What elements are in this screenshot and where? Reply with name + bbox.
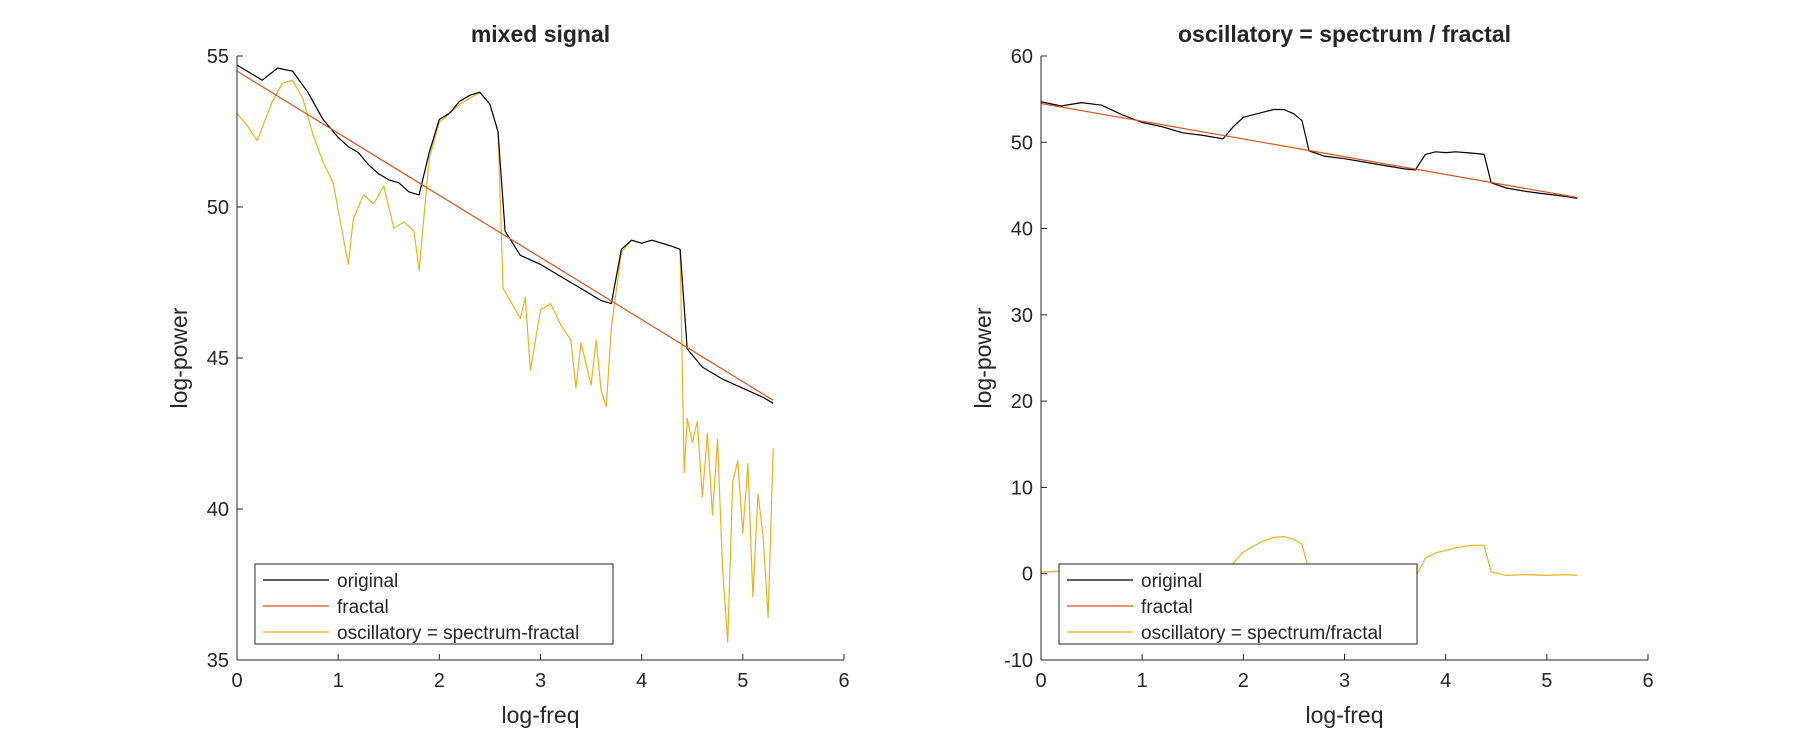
y-tick-label: 10 bbox=[1011, 477, 1033, 499]
y-tick-label: 45 bbox=[207, 348, 229, 370]
series-group bbox=[237, 64, 774, 643]
legend: original fractal oscillatory = spectrum/fr… bbox=[1058, 563, 1418, 645]
x-tick-label: 1 bbox=[1137, 670, 1148, 692]
y-tick-label: 30 bbox=[1011, 305, 1033, 327]
series-line-oscillatory-spectrum-fractal bbox=[237, 79, 774, 643]
y-tick-label: 40 bbox=[207, 499, 229, 521]
legend-label: fractal bbox=[1141, 597, 1193, 618]
legend-label: original bbox=[337, 571, 398, 592]
legend-box bbox=[1058, 563, 1418, 645]
x-tick-label: 0 bbox=[1035, 670, 1046, 692]
y-tick-label: 0 bbox=[1022, 564, 1033, 586]
x-tick-label: 6 bbox=[838, 670, 849, 692]
y-axis-label: log-power bbox=[166, 307, 192, 408]
y-tick-label: 35 bbox=[207, 650, 229, 672]
y-tick-label: 40 bbox=[1011, 219, 1033, 241]
x-tick-label: 2 bbox=[434, 670, 445, 692]
x-tick-label: 5 bbox=[737, 670, 748, 692]
x-tick-label: 1 bbox=[333, 670, 344, 692]
y-tick-label: 50 bbox=[1011, 132, 1033, 154]
chart-title: oscillatory = spectrum / fractal bbox=[1178, 21, 1511, 47]
y-axis-label: log-power bbox=[970, 307, 996, 408]
series-line-fractal bbox=[1041, 102, 1578, 199]
x-tick-label: 3 bbox=[1339, 670, 1350, 692]
legend-label: oscillatory = spectrum-fractal bbox=[337, 623, 579, 644]
chart-oscillatory-ratio: oscillatory = spectrum / fractal 0 1 2 3 4 5 6 -… bbox=[970, 21, 1654, 728]
y-tick-label: 60 bbox=[1011, 46, 1033, 68]
legend-label: original bbox=[1141, 571, 1202, 592]
legend-box bbox=[254, 563, 614, 645]
legend-label: fractal bbox=[337, 597, 389, 618]
series-line-fractal bbox=[237, 70, 774, 401]
y-tick-label: -10 bbox=[1004, 650, 1033, 672]
x-tick-label: 0 bbox=[231, 670, 242, 692]
y-tick-label: 50 bbox=[207, 197, 229, 219]
x-tick-label: 5 bbox=[1541, 670, 1552, 692]
x-axis-label: log-freq bbox=[502, 702, 580, 728]
x-tick-label: 2 bbox=[1238, 670, 1249, 692]
chart-title: mixed signal bbox=[471, 21, 610, 47]
y-tick-label: 55 bbox=[207, 46, 229, 68]
x-tick-label: 3 bbox=[535, 670, 546, 692]
legend: original fractal oscillatory = spectrum-fr… bbox=[254, 563, 614, 645]
x-axis-label: log-freq bbox=[1306, 702, 1384, 728]
x-tick-label: 4 bbox=[636, 670, 647, 692]
series-line-original bbox=[237, 64, 774, 404]
x-tick-label: 6 bbox=[1642, 670, 1653, 692]
legend-label: oscillatory = spectrum/fractal bbox=[1141, 623, 1382, 644]
y-tick-label: 20 bbox=[1011, 391, 1033, 413]
x-tick-label: 4 bbox=[1440, 670, 1451, 692]
series-line-original bbox=[1041, 101, 1578, 199]
